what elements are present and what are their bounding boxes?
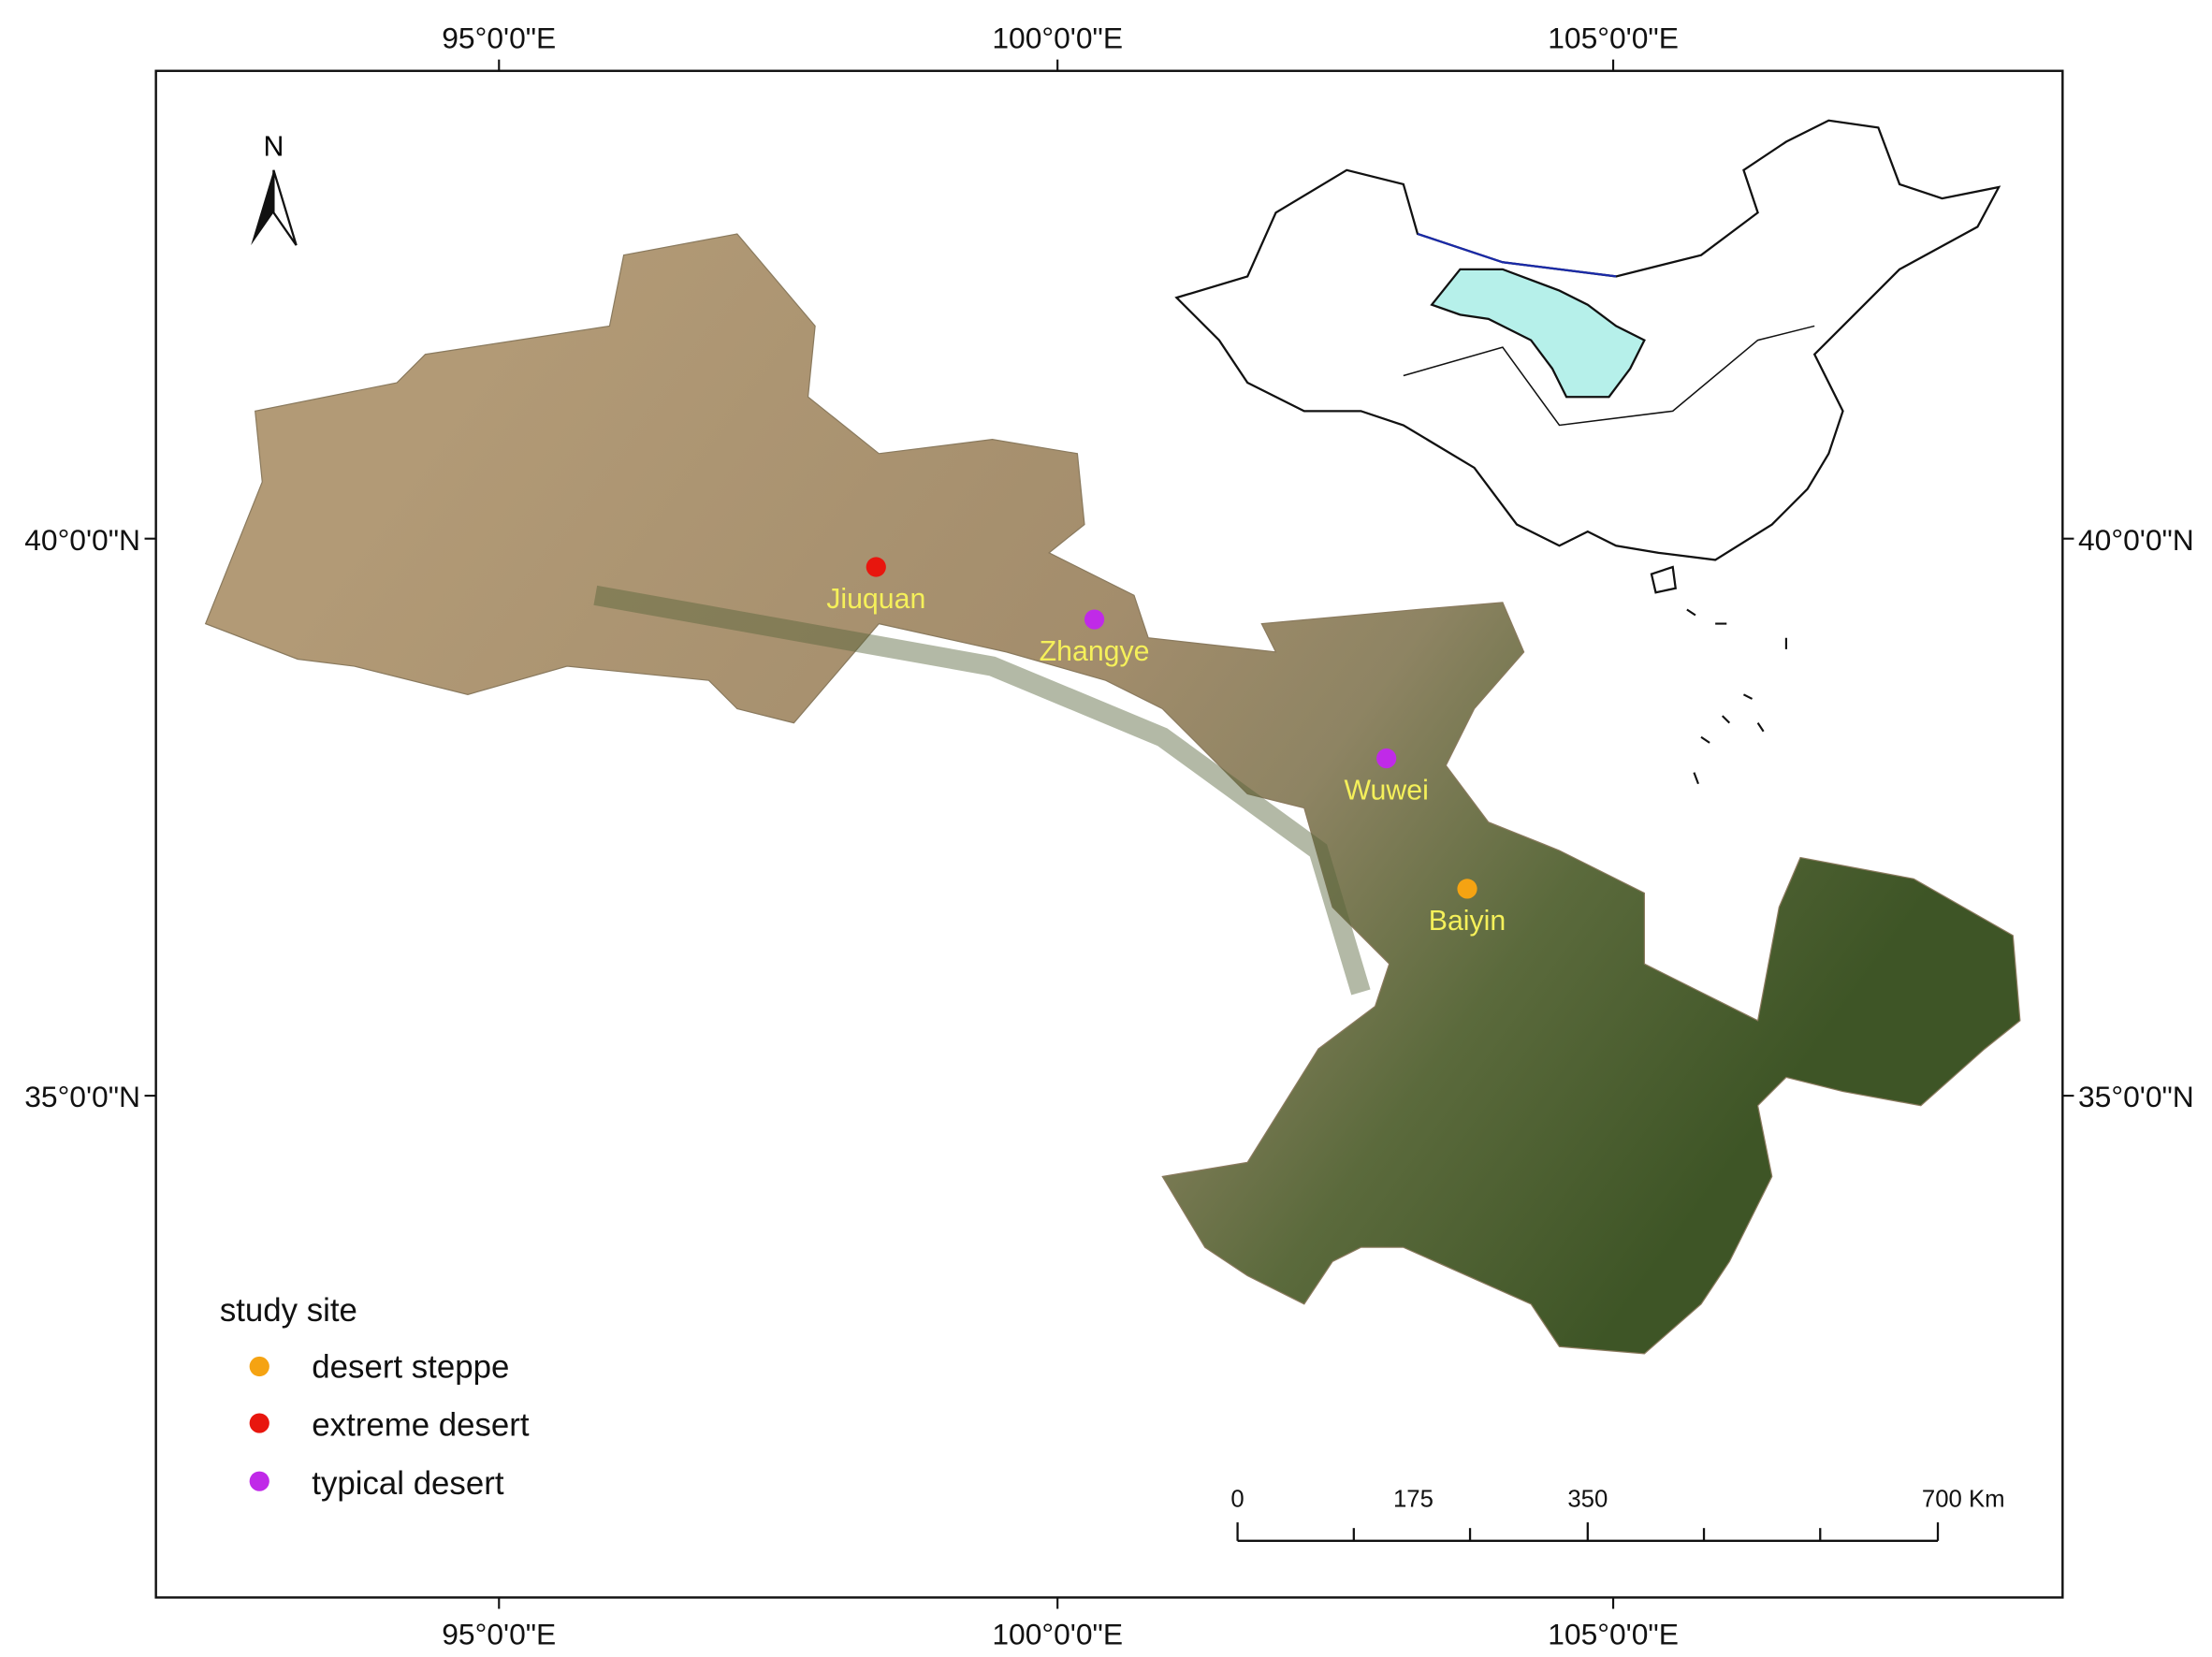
mountain-ridge	[593, 585, 1371, 996]
site-marker	[866, 557, 886, 577]
legend-marker	[249, 1413, 269, 1433]
island	[1650, 565, 1677, 594]
lat-label: 40°0'0"N	[24, 523, 140, 557]
legend-marker	[249, 1471, 269, 1491]
arrow-right	[272, 169, 298, 246]
scale-label: 700 Km	[1922, 1486, 2005, 1512]
legend-label: desert steppe	[312, 1349, 509, 1386]
lon-label: 105°0'0"E	[1548, 1617, 1679, 1650]
legend-marker	[249, 1356, 269, 1377]
north-label: N	[263, 132, 284, 163]
site-marker	[1376, 748, 1397, 769]
graticule-ticks	[144, 59, 2074, 1609]
border-line	[1417, 232, 1617, 278]
south-sea-islands	[1686, 608, 1787, 785]
china-inset	[1174, 119, 2001, 594]
scale-bar	[1236, 1522, 1940, 1542]
north-arrow: N	[251, 132, 298, 246]
legend-label: extreme desert	[312, 1407, 530, 1444]
site-label: Wuwei	[1344, 775, 1428, 806]
lon-label: 100°0'0"E	[992, 1617, 1123, 1650]
site-marker	[1457, 879, 1477, 899]
gansu-inset	[1430, 268, 1646, 399]
lat-label: 35°0'0"N	[2078, 1080, 2194, 1113]
islands	[1686, 608, 1787, 785]
legend-label: typical desert	[312, 1465, 504, 1502]
province-border	[1403, 325, 1815, 427]
lon-label: 95°0'0"E	[442, 22, 556, 55]
lat-label: 35°0'0"N	[24, 1080, 140, 1113]
legend-title: study site	[220, 1292, 357, 1329]
gansu-region	[204, 233, 2021, 1355]
arrow-left	[251, 169, 274, 246]
site-label: Jiuquan	[826, 584, 925, 615]
lon-label: 105°0'0"E	[1548, 22, 1679, 55]
map-body: 95°0'0"E 100°0'0"E 105°0'0"E 95°0'0"E 10…	[24, 22, 2194, 1651]
site-label: Baiyin	[1429, 906, 1506, 937]
scale-label: 350	[1567, 1486, 1608, 1512]
lon-label: 100°0'0"E	[992, 22, 1123, 55]
site-marker	[1084, 609, 1105, 630]
scale-label: 175	[1393, 1486, 1433, 1512]
site-label: Zhangye	[1040, 636, 1150, 667]
lon-label: 95°0'0"E	[442, 1617, 556, 1650]
lat-label: 40°0'0"N	[2078, 523, 2194, 557]
scale-label: 0	[1230, 1486, 1244, 1512]
legend: study site desert steppe extreme desert …	[220, 1292, 530, 1502]
